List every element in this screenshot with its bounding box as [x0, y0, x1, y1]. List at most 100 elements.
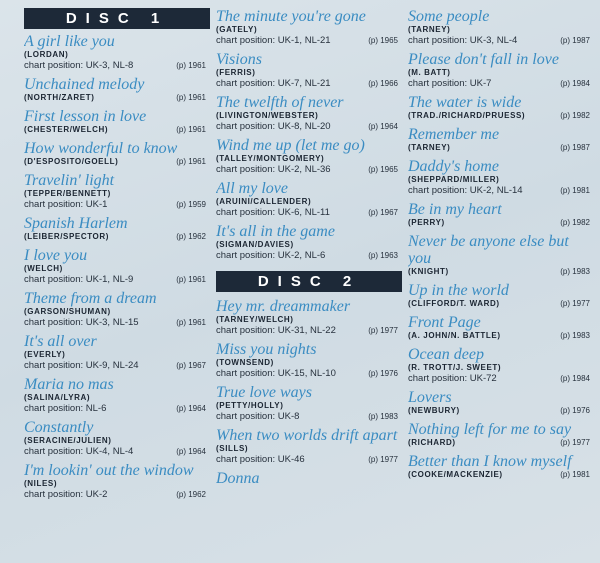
writers-row: (LEIBER/SPECTOR) (p) 1962: [24, 232, 210, 242]
track-writers: (SERACINE/JULIEN): [24, 436, 112, 445]
track-entry: When two worlds drift apart (SILLS) chart …: [216, 427, 402, 465]
track-writers: (CLIFFORD/T. WARD): [408, 299, 500, 308]
track-writers: (PETTY/HOLLY): [216, 401, 284, 410]
track-writers: (R. TROTT/J. SWEET): [408, 363, 502, 372]
track-title: How wonderful to know: [24, 140, 178, 157]
writers-row: (SERACINE/JULIEN): [24, 436, 210, 446]
chart-row: chart position: UK-1, NL-21 (p) 1965: [216, 35, 402, 46]
track-entry: First lesson in love (CHESTER/WELCH) (p) 1…: [24, 108, 210, 135]
track-writers: (CHESTER/WELCH): [24, 125, 109, 134]
track-title: First lesson in love: [24, 108, 147, 125]
chart-position: chart position: UK-6, NL-11: [216, 207, 330, 218]
track-title: Maria no mas: [24, 376, 114, 393]
track-entry: Front Page (A. JOHN/N. BATTLE) (p) 1983: [408, 314, 594, 341]
chart-row: chart position: UK-2, NL-6 (p) 1963: [216, 250, 402, 261]
writers-row: (NORTH/ZARET) (p) 1961: [24, 93, 210, 103]
writers-row: (SHEPPARD/MILLER): [408, 175, 594, 185]
track-title: Some people: [408, 8, 490, 25]
release-year: (p) 1982: [560, 218, 590, 227]
chart-position: chart position: UK-46: [216, 454, 305, 465]
writers-row: (NILES): [24, 479, 210, 489]
track-writers: (D'ESPOSITO/GOELL): [24, 157, 119, 166]
track-title: The minute you're gone: [216, 8, 366, 25]
track-title: Visions: [216, 51, 262, 68]
release-year: (p) 1963: [368, 251, 398, 260]
writers-row: (TARNEY/WELCH): [216, 315, 402, 325]
track-writers: (TARNEY): [408, 143, 451, 152]
track-title: Front Page: [408, 314, 481, 331]
track-entry: A girl like you (LORDAN) chart position: U…: [24, 33, 210, 71]
track-entry: The twelfth of never (LIVINGTON/WEBSTER) c…: [216, 94, 402, 132]
track-writers: (FERRIS): [216, 68, 256, 77]
release-year: (p) 1961: [176, 61, 206, 70]
chart-row: chart position: UK-3, NL-4 (p) 1987: [408, 35, 594, 46]
release-year: (p) 1977: [368, 326, 398, 335]
track-writers: (LORDAN): [24, 50, 69, 59]
track-entry: Be in my heart (PERRY) (p) 1982: [408, 201, 594, 228]
chart-position: chart position: UK-2: [24, 489, 108, 500]
chart-position: chart position: UK-3, NL-4: [408, 35, 518, 46]
release-year: (p) 1977: [560, 299, 590, 308]
track-entry: Donna: [216, 470, 402, 487]
track-title: Miss you nights: [216, 341, 317, 358]
release-year: (p) 1961: [176, 275, 206, 284]
track-title: A girl like you: [24, 33, 115, 50]
release-year: (p) 1983: [560, 267, 590, 276]
track-writers: (SIGMAN/DAVIES): [216, 240, 294, 249]
track-title: Daddy's home: [408, 158, 499, 175]
track-writers: (NILES): [24, 479, 58, 488]
track-entry: It's all over (EVERLY) chart position: UK-…: [24, 333, 210, 371]
track-title: Wind me up (let me go): [216, 137, 365, 154]
chart-row: chart position: UK-1 (p) 1959: [24, 199, 210, 210]
chart-row: chart position: UK-3, NL-8 (p) 1961: [24, 60, 210, 71]
release-year: (p) 1964: [176, 404, 206, 413]
track-entry: Constantly (SERACINE/JULIEN) chart positio…: [24, 419, 210, 457]
disc-heading: DISC 2: [216, 271, 402, 292]
track-entry: Please don't fall in love (M. BATT) chart …: [408, 51, 594, 89]
writers-row: (TRAD./RICHARD/PRUESS) (p) 1982: [408, 111, 594, 121]
release-year: (p) 1976: [368, 369, 398, 378]
track-writers: (KNIGHT): [408, 267, 449, 276]
writers-row: (CHESTER/WELCH) (p) 1961: [24, 125, 210, 135]
track-title: Theme from a dream: [24, 290, 157, 307]
track-title: Unchained melody: [24, 76, 145, 93]
track-writers: (NORTH/ZARET): [24, 93, 95, 102]
track-entry: I'm lookin' out the window (NILES) chart p…: [24, 462, 210, 500]
chart-row: chart position: UK-2, NL-36 (p) 1965: [216, 164, 402, 175]
writers-row: (SIGMAN/DAVIES): [216, 240, 402, 250]
disc-heading: DISC 1: [24, 8, 210, 29]
writers-row: (FERRIS): [216, 68, 402, 78]
chart-row: chart position: UK-7, NL-21 (p) 1966: [216, 78, 402, 89]
writers-row: (CLIFFORD/T. WARD) (p) 1977: [408, 299, 594, 309]
release-year: (p) 1965: [368, 36, 398, 45]
track-writers: (LIVINGTON/WEBSTER): [216, 111, 319, 120]
track-writers: (WELCH): [24, 264, 63, 273]
chart-row: chart position: UK-15, NL-10 (p) 1976: [216, 368, 402, 379]
track-writers: (EVERLY): [24, 350, 66, 359]
track-entry: Never be anyone else but you (KNIGHT) (p) …: [408, 233, 594, 277]
track-writers: (COOKE/MACKENZIE): [408, 470, 503, 479]
track-entry: Nothing left for me to say (RICHARD) (p) 1…: [408, 421, 594, 448]
track-entry: The water is wide (TRAD./RICHARD/PRUESS)(…: [408, 94, 594, 121]
track-entry: Wind me up (let me go) (TALLEY/MONTGOMERY…: [216, 137, 402, 175]
chart-position: chart position: UK-9, NL-24: [24, 360, 139, 371]
writers-row: (SALINA/LYRA): [24, 393, 210, 403]
track-entry: Miss you nights (TOWNSEND) chart position:…: [216, 341, 402, 379]
track-writers: (SALINA/LYRA): [24, 393, 91, 402]
track-title: Constantly: [24, 419, 94, 436]
track-entry: Hey mr. dreammaker (TARNEY/WELCH) chart po…: [216, 298, 402, 336]
release-year: (p) 1964: [176, 447, 206, 456]
track-title: Donna: [216, 470, 260, 487]
writers-row: (NEWBURY) (p) 1976: [408, 406, 594, 416]
track-title: Nothing left for me to say: [408, 421, 572, 438]
track-title: Better than I know myself: [408, 453, 572, 470]
release-year: (p) 1983: [560, 331, 590, 340]
writers-row: (LORDAN): [24, 50, 210, 60]
track-title: Remember me: [408, 126, 500, 143]
track-title: Travelin' light: [24, 172, 115, 189]
writers-row: (TARNEY): [408, 25, 594, 35]
release-year: (p) 1976: [560, 406, 590, 415]
chart-row: chart position: UK-2 (p) 1962: [24, 489, 210, 500]
